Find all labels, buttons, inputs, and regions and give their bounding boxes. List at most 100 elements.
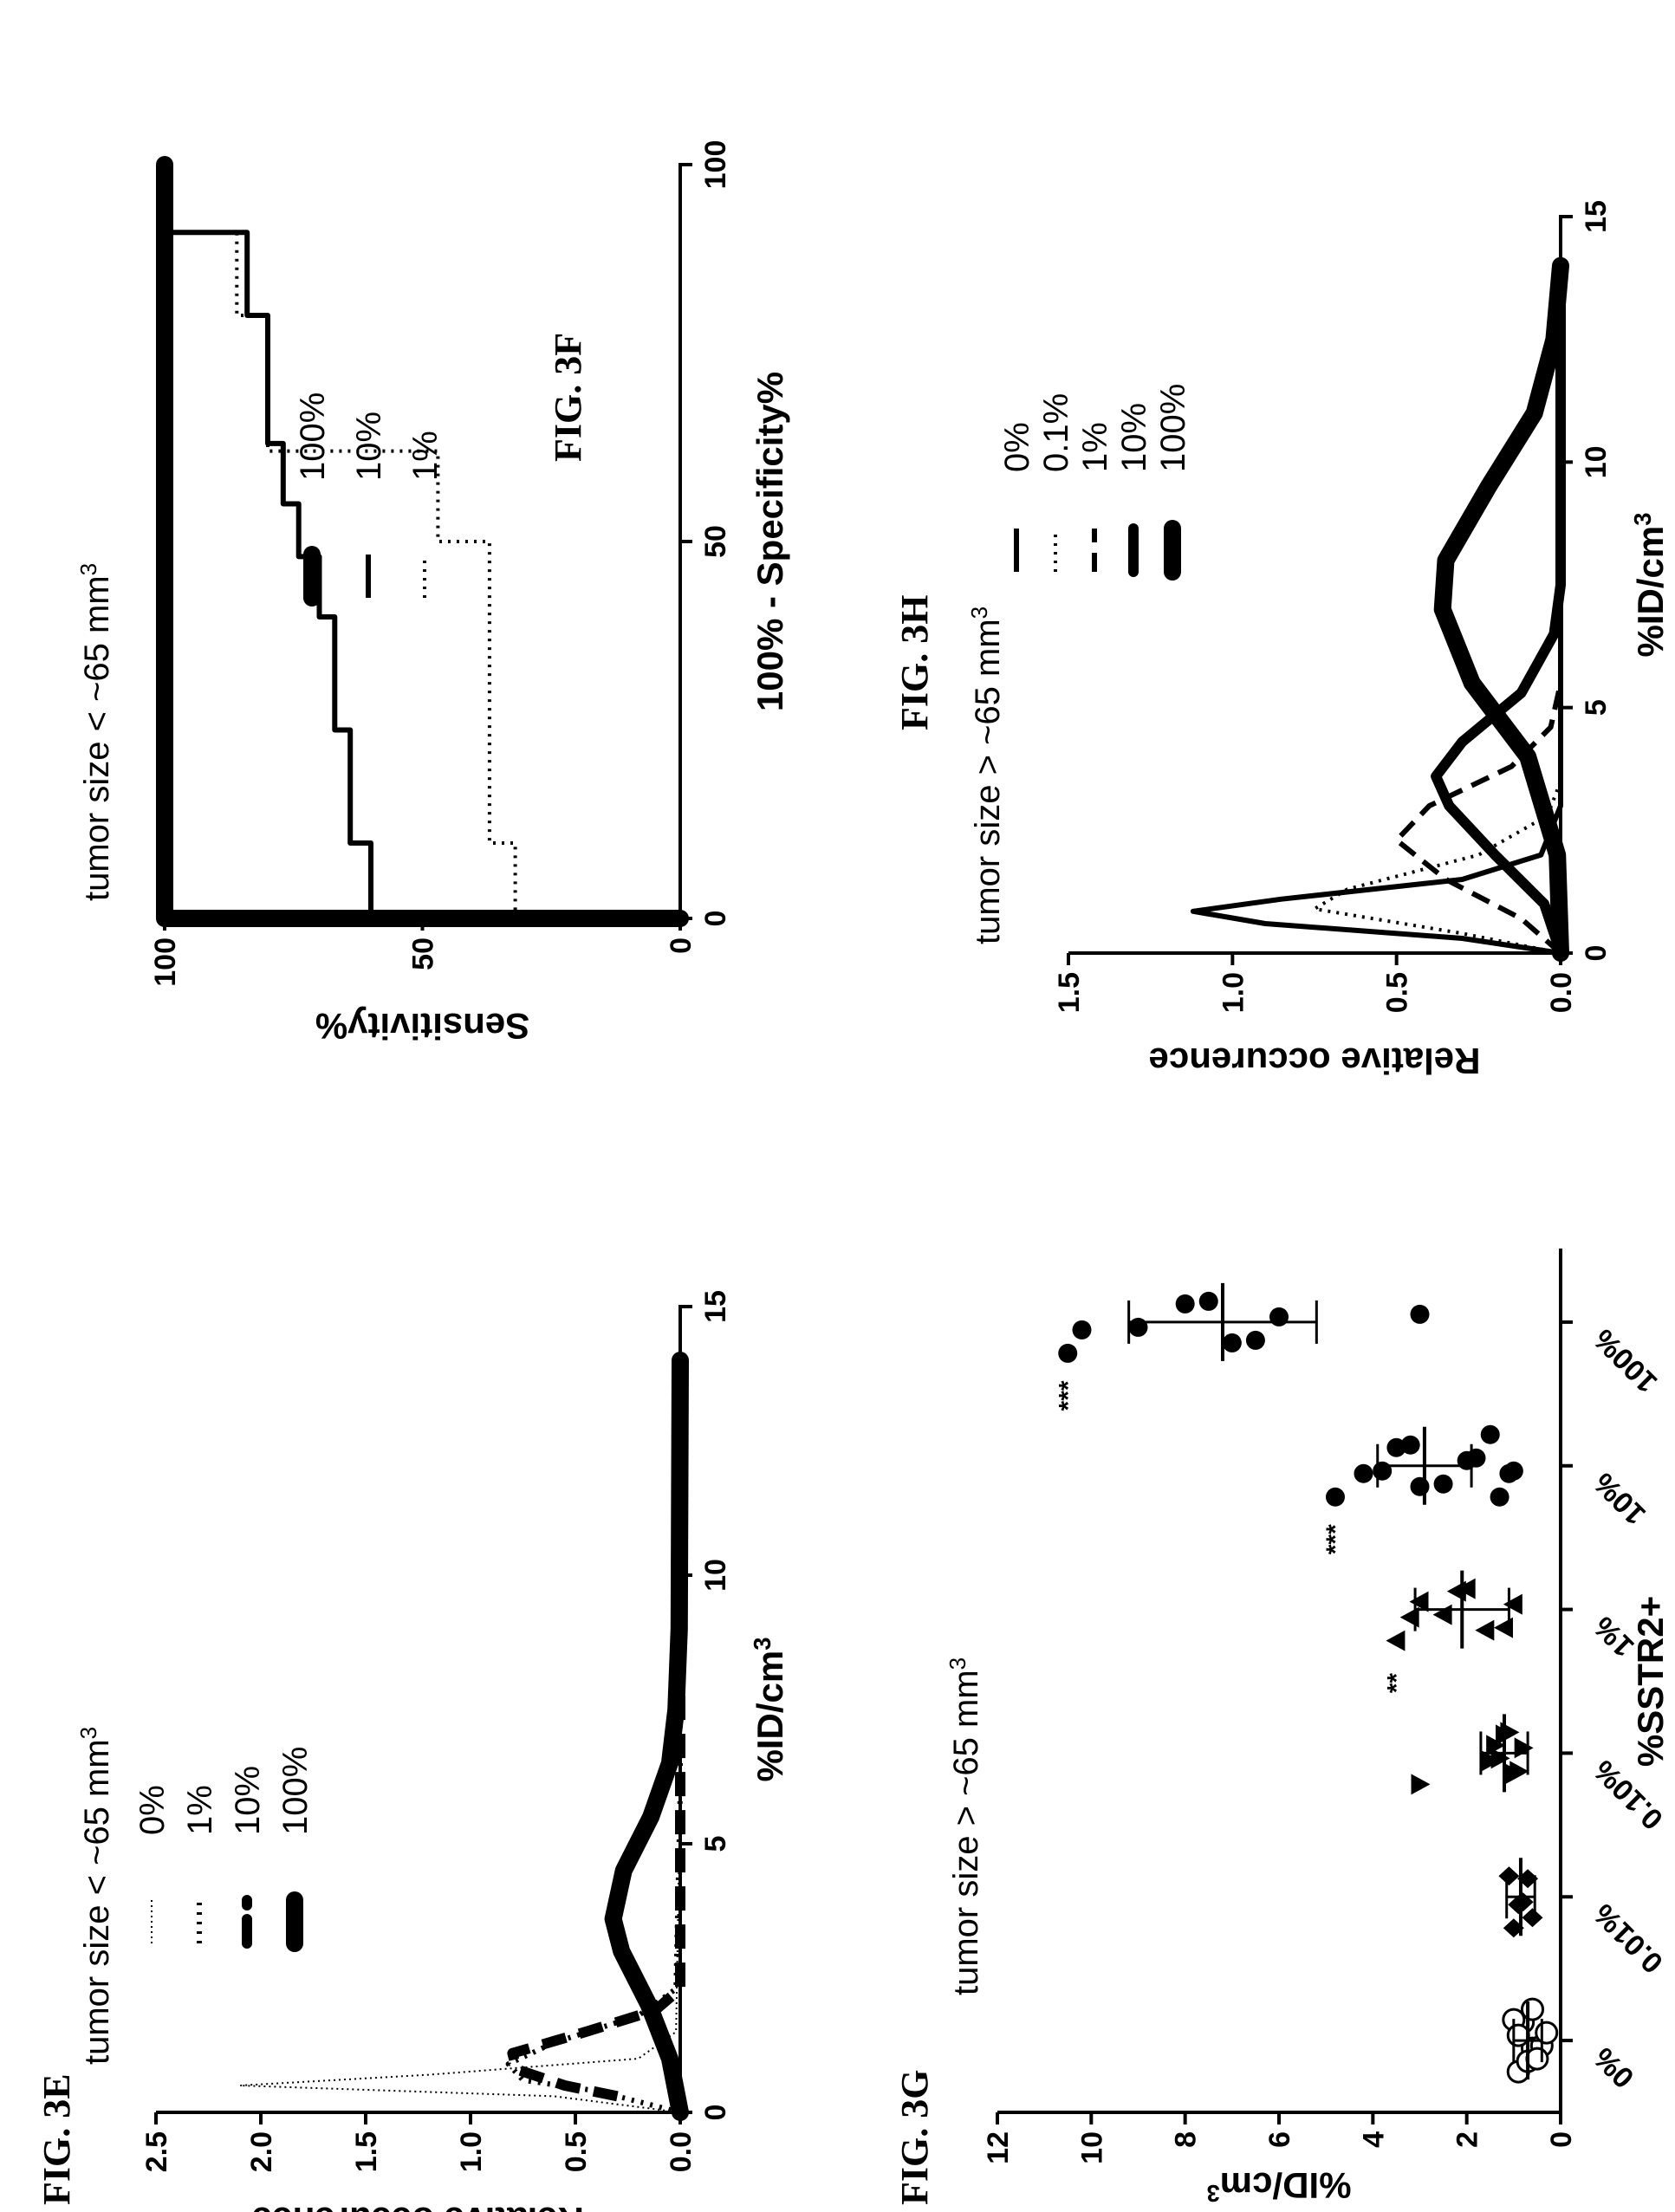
data-point-circle <box>1072 1320 1092 1340</box>
y-axis-title-text: Relative occurence <box>1149 1041 1481 1081</box>
legend-label-text: 1% <box>406 431 445 481</box>
chart-annotation: tumor size > ~65 mm3 <box>945 1657 985 1995</box>
y-tick-label: 0.0 <box>1545 972 1578 1013</box>
legend-label-text: 100% <box>276 1747 315 1835</box>
chart-annotation-superscript: 3 <box>75 563 101 575</box>
data-point-up-triangle <box>1503 1593 1522 1615</box>
x-tick-label-text: 5 <box>1580 699 1613 716</box>
y-axis-title: Relative occurence <box>252 2200 584 2212</box>
x-tick-label: 5 <box>1580 699 1613 716</box>
x-tick-label-text: 0% <box>1587 2040 1641 2094</box>
y-tick-label: 12 <box>982 2131 1015 2164</box>
y-axis-title: Sensitivity% <box>315 1006 529 1047</box>
chart-annotation-superscript: 3 <box>75 1727 101 1739</box>
significance-label: ** <box>1382 1673 1411 1694</box>
chart-3g: 0246810120%0.01%0.10%1%10%100%%SSTR2+%ID… <box>945 1249 1671 2207</box>
y-tick-label-text: 10 <box>1075 2131 1108 2164</box>
x-tick-label: 10 <box>699 1559 732 1592</box>
series-line-10pct <box>507 1360 685 2102</box>
legend-label-text: 1% <box>181 1785 219 1835</box>
y-tick-label: 1.0 <box>1217 972 1250 1013</box>
y-tick-label-text: 2 <box>1451 2131 1484 2148</box>
significance-label-text: ** <box>1382 1673 1411 1694</box>
legend-label: 0% <box>998 422 1036 472</box>
data-point-circle <box>1175 1294 1195 1314</box>
y-tick-label-text: 12 <box>982 2131 1015 2164</box>
legend-label-text: 10% <box>229 1766 267 1835</box>
y-tick-label: 1.5 <box>1053 972 1086 1013</box>
legend-label: 1% <box>1076 422 1114 472</box>
legend-label-text: 10% <box>1115 403 1153 472</box>
data-point-circle <box>1354 1463 1373 1483</box>
y-tick-label: 6 <box>1263 2131 1296 2148</box>
y-tick-label-text: 100 <box>149 937 182 987</box>
chart-annotation: tumor size > ~65 mm3 <box>966 607 1007 944</box>
data-point-circle <box>1410 1304 1430 1324</box>
series-line-100pct <box>604 1352 689 2121</box>
y-tick-label: 8 <box>1170 2131 1203 2148</box>
significance-label-text: *** <box>1321 1524 1350 1554</box>
legend-label-text: 0% <box>133 1785 172 1835</box>
series-line-1pct <box>163 165 680 920</box>
y-tick-label-text: 1.5 <box>350 2131 383 2172</box>
data-point-circle <box>1222 1333 1242 1352</box>
x-tick-label: 100% <box>1587 1322 1664 1398</box>
data-point-circle <box>1373 1461 1393 1481</box>
x-tick-label: 50 <box>699 525 732 558</box>
chart-annotation: tumor size < ~65 mm3 <box>75 1727 116 2065</box>
y-tick-label-text: 0.5 <box>560 2131 593 2172</box>
legend-label: 10% <box>1115 403 1153 472</box>
y-axis-title-superscript: 3 <box>1207 2180 1220 2207</box>
chart-annotation-superscript: 3 <box>945 1657 971 1670</box>
data-point-circle <box>1400 1435 1420 1455</box>
y-tick-label-text: 0 <box>665 937 698 954</box>
x-axis-title: %ID/cm3 <box>749 1638 790 1782</box>
series-line-100pct <box>156 156 689 927</box>
data-point-down-triangle <box>1509 1761 1529 1782</box>
y-tick-label-text: 50 <box>407 937 440 970</box>
x-tick-label-text: 10% <box>1587 1466 1652 1531</box>
y-axis-title-text: Relative occurence <box>252 2200 584 2212</box>
y-tick-label: 0 <box>1545 2131 1578 2148</box>
x-tick-label-text: 15 <box>1580 200 1613 233</box>
series-line-0_1pct <box>1313 265 1562 955</box>
data-point-open-circle <box>1521 1997 1544 2021</box>
y-tick-label-text: 1.0 <box>455 2131 488 2172</box>
x-tick-label-text: 15 <box>699 1290 732 1323</box>
y-tick-label-text: 0.5 <box>1381 972 1414 1013</box>
series-line-100pct <box>1433 256 1569 962</box>
legend-label-text: 100% <box>294 392 332 481</box>
data-point-circle <box>1269 1307 1289 1327</box>
chart-annotation-text: tumor size > ~65 mm <box>969 619 1007 944</box>
x-tick-label-text: 50 <box>699 525 732 558</box>
legend-label: 100% <box>1154 384 1192 472</box>
y-tick-label-text: 2.0 <box>245 2131 278 2172</box>
x-axis-title-superscript: 3 <box>749 1638 776 1651</box>
data-point-circle <box>1490 1487 1509 1507</box>
y-tick-label: 1.0 <box>455 2131 488 2172</box>
x-tick-label: 0 <box>699 911 732 927</box>
y-tick-label: 0.0 <box>665 2131 698 2172</box>
x-tick-label: 15 <box>1580 200 1613 233</box>
legend-label: 10% <box>350 412 388 481</box>
legend-label: 1% <box>181 1785 219 1835</box>
y-tick-label-text: 4 <box>1357 2131 1390 2148</box>
y-axis-title-text: %ID/cm <box>1220 2165 1352 2206</box>
data-point-circle <box>1058 1343 1078 1363</box>
y-tick-label: 2.0 <box>245 2131 278 2172</box>
significance-label: *** <box>1054 1380 1082 1411</box>
y-tick-label: 2 <box>1451 2131 1484 2148</box>
data-point-circle <box>1198 1291 1218 1311</box>
x-tick-label-text: 10 <box>1580 445 1613 478</box>
data-point-circle <box>1503 1461 1523 1481</box>
data-point-circle <box>1128 1317 1148 1337</box>
data-point-up-triangle <box>1409 1591 1429 1612</box>
data-point-diamond <box>1498 1866 1520 1886</box>
legend-label-text: 1% <box>1076 422 1114 472</box>
y-tick-label: 4 <box>1357 2131 1390 2148</box>
x-axis-title: %SSTR2+ <box>1630 1596 1671 1767</box>
data-point-up-triangle <box>1456 1578 1476 1599</box>
legend-label: 100% <box>294 392 332 481</box>
